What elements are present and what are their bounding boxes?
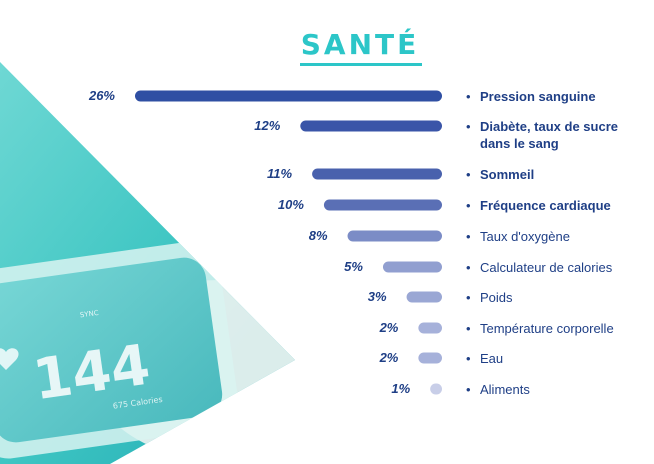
bar (312, 168, 442, 180)
bullet-icon: • (466, 260, 471, 275)
category-label: Poids (480, 290, 513, 305)
category-label: Calculateur de calories (480, 260, 613, 275)
category-label: dans le sang (480, 136, 559, 151)
value-label: 10% (278, 197, 304, 212)
bullet-icon: • (466, 382, 471, 397)
value-label: 3% (368, 289, 387, 304)
bullet-icon: • (466, 89, 471, 104)
category-label: Taux d'oxygène (480, 229, 570, 244)
chart-title: SANTÉ (300, 28, 420, 61)
category-label: Eau (480, 351, 503, 366)
bar (323, 199, 442, 211)
value-label: 2% (379, 350, 399, 365)
bar (418, 322, 442, 334)
value-label: 1% (391, 381, 410, 396)
bullet-icon: • (466, 167, 471, 182)
bar (382, 261, 442, 273)
bullet-icon: • (466, 198, 471, 213)
bullet-icon: • (466, 119, 471, 134)
value-label: 8% (309, 228, 328, 243)
bullet-icon: • (466, 351, 471, 366)
bullet-icon: • (466, 290, 471, 305)
value-label: 12% (254, 118, 280, 133)
bar (347, 230, 442, 242)
category-label: Pression sanguine (480, 89, 596, 104)
bar (135, 90, 442, 102)
bar (418, 352, 442, 364)
value-label: 2% (379, 320, 399, 335)
title-underline (300, 63, 422, 66)
category-label: Diabète, taux de sucre (480, 119, 618, 134)
watch-reading: 144 (29, 333, 154, 414)
watch-status: SYNC (79, 309, 99, 320)
category-label: Température corporelle (480, 321, 614, 336)
heart-icon (0, 348, 19, 370)
category-label: Aliments (480, 382, 530, 397)
category-label: Fréquence cardiaque (480, 198, 611, 213)
value-label: 5% (344, 259, 363, 274)
bullet-icon: • (466, 229, 471, 244)
bullet-icon: • (466, 321, 471, 336)
bar (406, 291, 442, 303)
bar (430, 383, 442, 395)
bar (300, 120, 442, 132)
value-label: 26% (88, 88, 115, 103)
value-label: 11% (267, 166, 292, 181)
category-label: Sommeil (480, 167, 534, 182)
